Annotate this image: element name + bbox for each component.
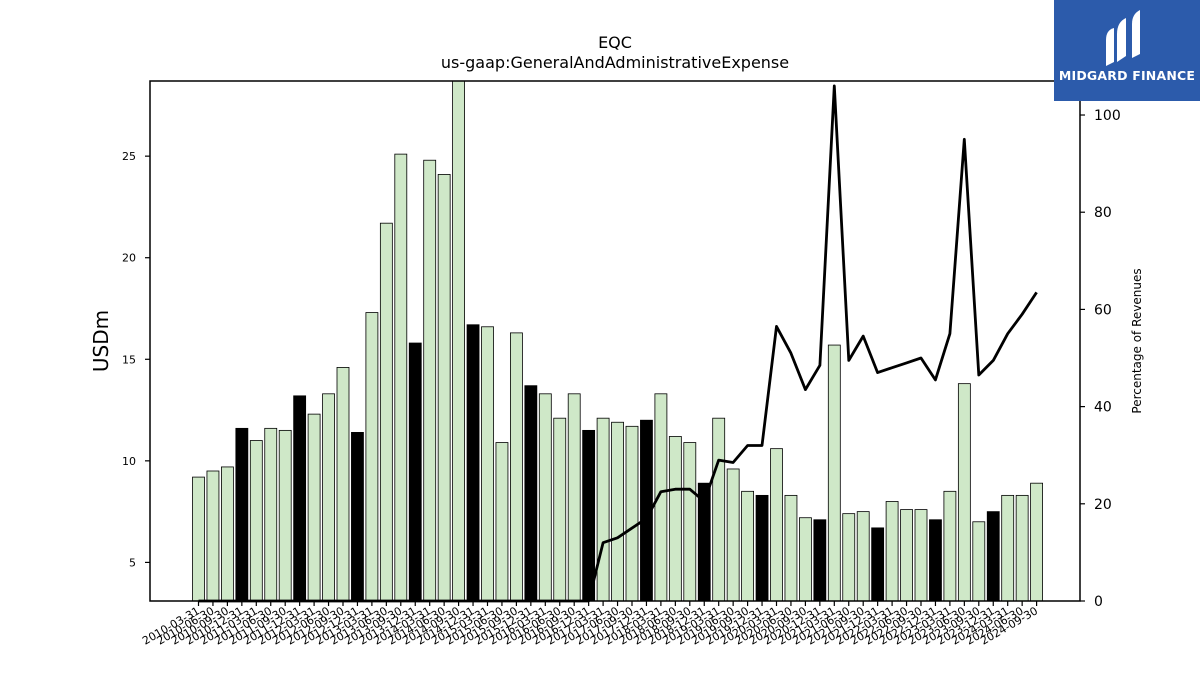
bar [220, 466, 234, 602]
bar [307, 413, 321, 602]
y-tick-label: 15 [122, 353, 136, 366]
bar [351, 432, 364, 602]
y2-tick-label: 20 [1094, 497, 1112, 513]
bar [235, 427, 249, 602]
bar [596, 417, 610, 602]
x-axis: 2010-03-312010-06-302010-09-302010-12-31… [140, 601, 1040, 648]
bar [842, 513, 856, 602]
bar [957, 383, 971, 602]
y-tick-label: 25 [122, 150, 136, 163]
bar [1001, 494, 1015, 602]
bar [871, 527, 885, 602]
bar [972, 521, 986, 602]
y2-tick-label: 80 [1094, 205, 1112, 221]
bar [336, 367, 350, 602]
bar [206, 470, 220, 602]
left-axis: 5 10 15 20 25 [122, 150, 150, 569]
midgard-logo-icon [1106, 10, 1140, 66]
bar [611, 421, 624, 602]
bar [741, 490, 754, 602]
bar [509, 332, 523, 602]
bar [379, 222, 393, 602]
bar [986, 511, 1000, 602]
bar [668, 436, 682, 602]
bar [770, 448, 783, 602]
y2-axis-label: Percentage of Revenues [1130, 268, 1144, 413]
bar [423, 159, 437, 602]
bar [553, 417, 567, 602]
bar [437, 174, 451, 602]
bar [466, 324, 480, 602]
bar [712, 417, 726, 602]
brand-name: MIDGARD FINANCE [1058, 68, 1196, 83]
bar [481, 326, 494, 602]
y2-tick-label: 60 [1094, 302, 1112, 318]
bar [813, 519, 827, 602]
bar [929, 519, 942, 602]
bar [827, 344, 841, 602]
bar [538, 393, 552, 602]
bar [524, 385, 538, 602]
bar [625, 425, 639, 602]
chart-title: EQC [598, 33, 632, 52]
y2-tick-label: 0 [1094, 594, 1103, 610]
bar [293, 395, 307, 602]
bar [755, 494, 769, 602]
bar [192, 476, 205, 602]
brand-logo: MIDGARD FINANCE [1054, 0, 1200, 101]
right-axis: 0 20 40 60 80 100 [1080, 108, 1121, 610]
chart-subtitle: us-gaap:GeneralAndAdministrativeExpense [441, 53, 789, 72]
bar [856, 511, 870, 602]
y2-tick-label: 40 [1094, 400, 1112, 416]
bar [914, 509, 928, 602]
y-axis-label: USDm [89, 310, 113, 372]
bar [683, 442, 697, 602]
bar [1030, 482, 1043, 602]
bar [784, 494, 798, 602]
bar [943, 490, 957, 602]
y-tick-label: 20 [122, 252, 136, 265]
bar [900, 509, 913, 602]
plot-frame [149, 80, 1081, 602]
bar [278, 429, 292, 602]
bar [394, 153, 408, 602]
bar [567, 393, 581, 602]
bar [495, 442, 509, 602]
bar [1015, 494, 1029, 602]
bar [365, 312, 379, 602]
bar [726, 468, 740, 602]
bar [322, 393, 335, 602]
bar [249, 440, 263, 602]
y-tick-label: 10 [122, 455, 136, 468]
bar [885, 501, 899, 602]
bar-series [192, 80, 1043, 602]
bar [582, 429, 596, 602]
bar [408, 342, 422, 602]
y-tick-label: 5 [129, 556, 136, 569]
y2-tick-label: 100 [1094, 108, 1121, 124]
bar [799, 517, 812, 602]
bar [264, 427, 278, 602]
bar [452, 80, 466, 602]
